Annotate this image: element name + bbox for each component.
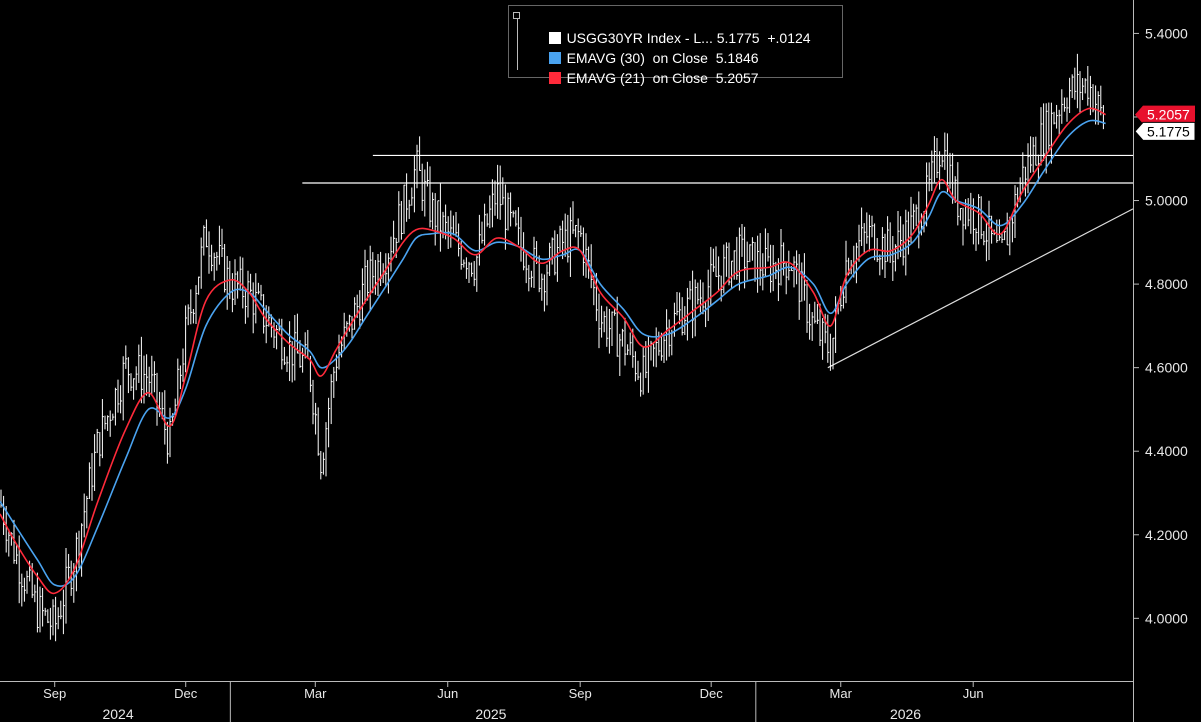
x-tick-label: Jun — [963, 686, 984, 701]
x-year-label: 2026 — [890, 706, 921, 722]
y-tick-label: 4.2000 — [1145, 527, 1188, 543]
x-tick-label: Jun — [437, 686, 458, 701]
y-tick-label: 4.8000 — [1145, 276, 1188, 292]
legend-swatch-ema30 — [548, 52, 561, 64]
x-tick-label: Sep — [43, 686, 66, 701]
y-tick-label: 4.4000 — [1145, 443, 1188, 459]
x-year-label: 2024 — [102, 706, 133, 722]
y-tick-label: 5.0000 — [1145, 193, 1188, 209]
x-axis: Sep Dec Mar Jun Sep Dec Mar Jun 2024 2025 2026 — [43, 681, 984, 722]
last-price-flag-label: 5.1775 — [1147, 123, 1190, 139]
legend-entry-ema30: EMAVG (30) on Close 5.1846 — [533, 31, 759, 66]
legend-tree-line — [517, 14, 524, 70]
ema30-line — [0, 119, 1106, 587]
ema21-price-flag — [1135, 105, 1195, 124]
y-tick-label: 4.0000 — [1145, 610, 1188, 626]
legend-change-price: +.0124 — [767, 30, 811, 46]
x-tick-label: Mar — [304, 686, 327, 701]
ema21-price-flag-label: 5.2057 — [1147, 107, 1190, 123]
legend-swatch-price — [548, 32, 561, 44]
x-tick-label: Sep — [569, 686, 592, 701]
legend-entry-ema21: EMAVG (21) on Close 5.2057 — [533, 51, 759, 86]
x-tick-label: Mar — [830, 686, 853, 701]
legend-entry-price: USGG30YR Index - L... 5.1775 +.0124 — [533, 11, 811, 46]
x-tick-label: Dec — [700, 686, 724, 701]
chart-legend: USGG30YR Index - L... 5.1775 +.0124 EMAV… — [508, 5, 843, 86]
annotations — [302, 154, 1134, 369]
x-tick-label: Dec — [174, 686, 198, 701]
x-year-label: 2025 — [475, 706, 506, 722]
y-tick-label: 4.6000 — [1145, 360, 1188, 376]
legend-value-price: 5.1775 — [716, 30, 760, 46]
legend-value-ema30: 5.1846 — [715, 50, 759, 66]
legend-label-ema21: EMAVG (21) on Close — [566, 70, 708, 86]
legend-label-price: USGG30YR Index - L... — [566, 30, 713, 46]
legend-swatch-ema21 — [548, 72, 561, 84]
series-layer — [0, 53, 1106, 642]
support-trendline — [827, 208, 1134, 369]
price-bars — [0, 53, 1105, 642]
ema21-line — [0, 107, 1106, 595]
y-tick-label: 5.4000 — [1145, 25, 1188, 41]
last-price-flag — [1134, 121, 1196, 141]
plot-area — [0, 0, 1134, 722]
legend-value-ema21: 5.2057 — [715, 70, 759, 86]
legend-collapse-icon[interactable] — [513, 12, 520, 19]
legend-label-ema30: EMAVG (30) on Close — [566, 50, 708, 66]
